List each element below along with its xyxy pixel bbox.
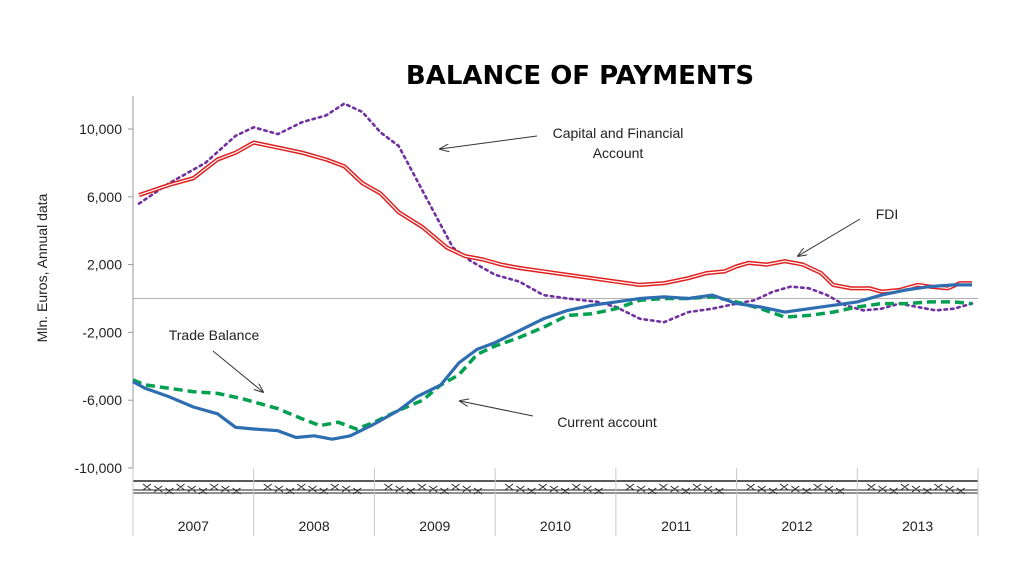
y-tick-label: -6,000 [82, 392, 122, 408]
y-tick-label: -2,000 [82, 324, 122, 340]
annotation-fdi-label: FDI [876, 206, 899, 222]
series-capital [137, 102, 974, 324]
series-line-fdi [138, 140, 972, 294]
annotations: Capital and Financial Account FDI Trade Bal… [169, 125, 899, 430]
annotation-fdi-arrow [798, 218, 861, 256]
chart-title: BALANCE OF PAYMENTS [406, 61, 754, 91]
year-label-2013: 2013 [902, 518, 933, 534]
x-axis-break-marks [263, 483, 362, 495]
annotation-current-arrow [460, 401, 534, 417]
series-fdi [138, 140, 972, 294]
x-axis-break-marks [867, 483, 966, 495]
y-tick-label: 2,000 [87, 257, 122, 273]
x-axis-break-marks [142, 483, 241, 495]
annotation-capital-label: Capital and Financial [553, 125, 684, 141]
x-axis-break-marks [746, 483, 845, 495]
x-axis-break-marks [384, 483, 483, 495]
series-current [132, 283, 972, 441]
series-layer [132, 102, 974, 441]
year-label-2008: 2008 [298, 518, 329, 534]
y-axis-label: Mln. Euros, Annual data [34, 193, 50, 342]
annotation-capital-label: Account [593, 145, 644, 161]
annotation-trade-label: Trade Balance [169, 327, 260, 343]
year-label-2009: 2009 [419, 518, 450, 534]
year-label-2012: 2012 [781, 518, 812, 534]
series-line-current [132, 283, 972, 441]
year-label-2011: 2011 [661, 518, 691, 534]
year-label-2010: 2010 [540, 518, 571, 534]
y-tick-label: 6,000 [87, 189, 122, 205]
series-line-trade [132, 295, 973, 431]
annotation-current-label: Current account [557, 414, 657, 430]
annotation-capital-arrow [440, 135, 538, 149]
x-axis-break-marks [504, 483, 603, 495]
year-label-2007: 2007 [178, 518, 209, 534]
series-trade [132, 295, 973, 431]
axes: 10,000 6,000 2,000 -2,000 -6,000 -10,000 2007 2… [75, 96, 979, 536]
series-line-capital [137, 102, 974, 324]
x-axis-break-marks [625, 483, 724, 495]
series-line-inner-fdi [138, 142, 972, 293]
y-tick-label: -10,000 [75, 460, 123, 476]
y-tick-label: 10,000 [79, 121, 122, 137]
annotation-trade-arrow [212, 350, 263, 392]
